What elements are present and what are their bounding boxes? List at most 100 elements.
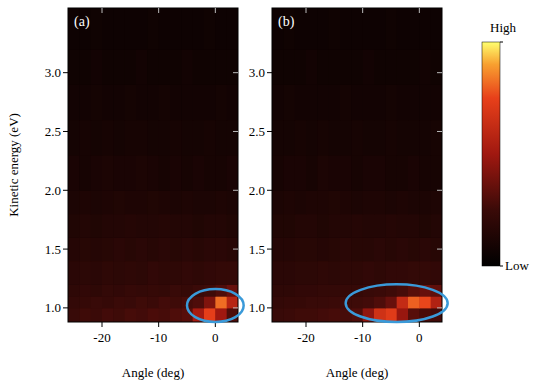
- heatmap-cell: [295, 84, 307, 120]
- heatmap-cell: [295, 308, 307, 322]
- heatmap-cell: [419, 261, 431, 285]
- heatmap-cell: [397, 155, 409, 191]
- heatmap-cell: [306, 296, 318, 308]
- heatmap-cell: [283, 84, 295, 120]
- heatmap-cell: [397, 49, 409, 85]
- heatmap-cell: [385, 261, 397, 285]
- heatmap-cell: [351, 120, 363, 156]
- heatmap-cell: [159, 261, 171, 285]
- heatmap-cell: [136, 155, 148, 191]
- heatmap-cell: [295, 237, 307, 261]
- heatmap-cell: [431, 155, 442, 191]
- heatmap-cell: [147, 49, 159, 85]
- heatmap-cell: [91, 296, 103, 308]
- heatmap-cell: [431, 8, 442, 50]
- heatmap-cell: [102, 284, 114, 296]
- heatmap-cell: [181, 120, 193, 156]
- heatmap-cell: [193, 214, 205, 238]
- heatmap-cell: [295, 49, 307, 85]
- heatmap-cell: [227, 296, 238, 308]
- heatmap-cell: [181, 284, 193, 296]
- heatmap-cell: [227, 214, 238, 238]
- heatmap-cell: [329, 190, 341, 214]
- heatmap-cell: [147, 8, 159, 50]
- y-tick-right: [233, 190, 238, 191]
- heatmap-cell: [317, 190, 329, 214]
- heatmap-cell: [215, 49, 227, 85]
- heatmap-cell: [147, 284, 159, 296]
- heatmap-cell: [419, 237, 431, 261]
- heatmap-cell: [79, 261, 91, 285]
- plot-background: [68, 8, 238, 322]
- colorbar-tick: [500, 42, 503, 43]
- heatmap-cell: [68, 155, 80, 191]
- heatmap-cell: [295, 296, 307, 308]
- heatmap-cell: [408, 49, 420, 85]
- heatmap-cell: [363, 8, 375, 50]
- y-tick-label: 2.0: [249, 183, 265, 198]
- heatmap-cell: [385, 190, 397, 214]
- x-tick-label: -20: [297, 330, 314, 345]
- x-tick-top: [306, 8, 307, 13]
- heatmap-cell: [68, 237, 80, 261]
- heatmap-cell: [351, 190, 363, 214]
- heatmap-cell: [351, 237, 363, 261]
- heatmap-cell: [102, 296, 114, 308]
- heatmap-cell: [227, 120, 238, 156]
- heatmap-cell: [397, 84, 409, 120]
- heatmap-cell: [136, 8, 148, 50]
- y-tick-right: [437, 307, 442, 308]
- heatmap-cell: [125, 237, 137, 261]
- heatmap-cell: [283, 155, 295, 191]
- heatmap-cell: [204, 155, 216, 191]
- heatmap-cell: [91, 284, 103, 296]
- heatmap-cell: [102, 261, 114, 285]
- heatmap-cell: [408, 155, 420, 191]
- heatmap-cell: [113, 190, 125, 214]
- heatmap-cell: [170, 296, 182, 308]
- heatmap-cell: [147, 261, 159, 285]
- heatmap-cell: [227, 237, 238, 261]
- heatmap-cell: [351, 84, 363, 120]
- panel-label: (a): [74, 14, 90, 30]
- heatmap-cell: [374, 190, 386, 214]
- cells: [272, 8, 442, 322]
- plot-background: [272, 8, 442, 322]
- heatmap-cell: [170, 155, 182, 191]
- heatmap-cell: [419, 120, 431, 156]
- heatmap-cell: [385, 237, 397, 261]
- y-tick-label: 1.0: [249, 300, 265, 315]
- heatmap-cell: [317, 155, 329, 191]
- heatmap-cell: [408, 120, 420, 156]
- heatmap-cell: [329, 8, 341, 50]
- heatmap-cell: [68, 296, 80, 308]
- heatmap-cell: [102, 8, 114, 50]
- x-tick-top: [362, 8, 363, 13]
- heatmap-cell: [272, 84, 284, 120]
- heatmap-cell: [181, 8, 193, 50]
- heatmap-cell: [204, 214, 216, 238]
- heatmap-cell: [385, 214, 397, 238]
- heatmap-cell: [136, 308, 148, 322]
- heatmap-cell: [170, 237, 182, 261]
- heatmap-cell: [385, 284, 397, 296]
- heatmap-cell: [136, 84, 148, 120]
- heatmap-cell: [329, 261, 341, 285]
- heatmap-cell: [397, 190, 409, 214]
- heatmap-cell: [431, 261, 442, 285]
- heatmap-cell: [374, 155, 386, 191]
- heatmap-cell: [431, 237, 442, 261]
- heatmap-cell: [340, 155, 352, 191]
- heatmap-cell: [125, 308, 137, 322]
- heatmap-cell: [91, 237, 103, 261]
- heatmap-cell: [306, 120, 318, 156]
- y-tick: [267, 249, 272, 250]
- heatmap-cell: [204, 296, 216, 308]
- heatmap-cell: [136, 284, 148, 296]
- heatmap-cell: [363, 237, 375, 261]
- heatmap-cell: [283, 296, 295, 308]
- heatmap-cell: [306, 308, 318, 322]
- heatmap-cell: [170, 284, 182, 296]
- y-tick: [267, 307, 272, 308]
- heatmap-cell: [272, 296, 284, 308]
